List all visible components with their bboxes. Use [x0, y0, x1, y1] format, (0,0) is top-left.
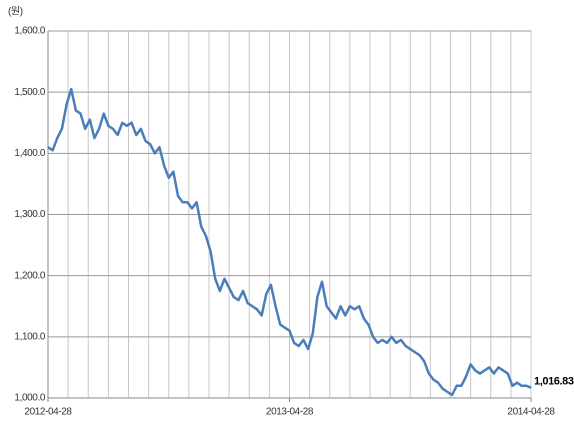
y-tick-label: 1,600.0 [14, 26, 45, 37]
y-unit-label: (원) [8, 6, 23, 18]
y-tick-label: 1,100.0 [14, 331, 45, 342]
x-tick-label: 2012-04-28 [24, 407, 72, 418]
x-tick-label: 2013-04-28 [266, 407, 314, 418]
y-tick-label: 1,400.0 [14, 148, 45, 159]
y-tick-label: 1,200.0 [14, 270, 45, 281]
y-tick-label: 1,000.0 [14, 393, 45, 404]
data-label: 1,016.83 [534, 376, 574, 388]
y-tick-label: 1,300.0 [14, 209, 45, 220]
x-tick-label: 2014-04-28 [507, 407, 555, 418]
line-series [47, 87, 532, 397]
y-tick-label: 1,500.0 [14, 87, 45, 98]
